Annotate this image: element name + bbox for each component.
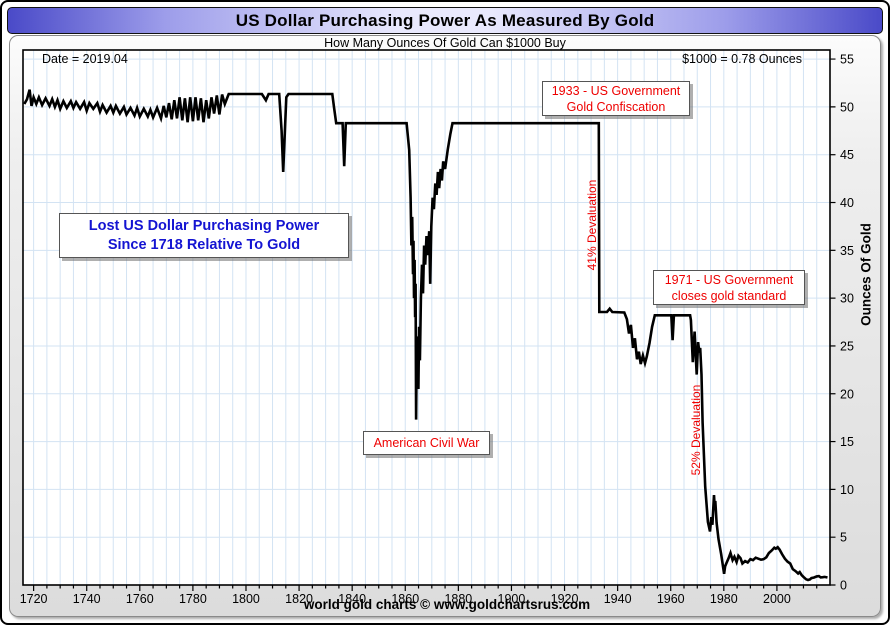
page-title: US Dollar Purchasing Power As Measured B… — [235, 10, 655, 30]
x-tick-label: 1780 — [179, 592, 207, 606]
plot-frame — [22, 49, 831, 586]
y-tick-label: 50 — [840, 100, 854, 114]
y-tick-label: 10 — [840, 483, 854, 497]
y-axis-title: Ounces Of Gold — [858, 223, 874, 326]
chart-subtitle: How Many Ounces Of Gold Can $1000 Buy — [324, 36, 566, 50]
y-tick-label: 35 — [840, 244, 854, 258]
x-tick-label: 1880 — [444, 592, 472, 606]
annotation-1971-line1: 1971 - US Government — [664, 272, 794, 287]
current-ounces-label: $1000 = 0.78 Ounces — [682, 52, 802, 66]
x-tick-label: 1740 — [73, 592, 101, 606]
x-tick-label: 1980 — [710, 592, 738, 606]
x-tick-label: 1820 — [285, 592, 313, 606]
annotation-civil-war-text: American Civil War — [373, 436, 480, 450]
annotation-lost-power: Lost US Dollar Purchasing Power Since 17… — [59, 213, 349, 258]
x-tick-label: 2000 — [763, 592, 791, 606]
x-tick-label: 1940 — [604, 592, 632, 606]
x-tick-label: 1760 — [126, 592, 154, 606]
y-tick-label: 0 — [840, 579, 847, 593]
y-tick-label: 30 — [840, 292, 854, 306]
x-tick-label: 1860 — [391, 592, 419, 606]
y-tick-label: 20 — [840, 387, 854, 401]
title-bar: US Dollar Purchasing Power As Measured B… — [7, 7, 883, 34]
x-tick-label: 1840 — [338, 592, 366, 606]
annotation-52pct-devaluation: 52% Devaluation — [689, 384, 703, 476]
plot-area — [23, 50, 830, 585]
y-tick-label: 40 — [840, 196, 854, 210]
annotation-41pct-devaluation: 41% Devaluation — [585, 179, 599, 271]
annotation-1933-line2: Gold Confiscation — [566, 99, 666, 114]
footer-credit: world gold charts © www.goldchartsrus.co… — [303, 597, 591, 612]
annotation-lost-power-line2: Since 1718 Relative To Gold — [107, 236, 301, 253]
annotation-1933-confiscation: 1933 - US Government Gold Confiscation — [542, 81, 690, 116]
y-tick-label: 55 — [840, 53, 854, 67]
x-tick-label: 1800 — [232, 592, 260, 606]
annotation-civil-war: American Civil War — [363, 431, 490, 455]
annotation-lost-power-line1: Lost US Dollar Purchasing Power — [88, 217, 320, 234]
y-tick-label: 45 — [840, 148, 854, 162]
annotation-1933-line1: 1933 - US Government — [551, 83, 681, 98]
y-tick-label: 25 — [840, 339, 854, 353]
x-tick-label: 1900 — [498, 592, 526, 606]
date-label: Date = 2019.04 — [42, 52, 128, 66]
data-line-ounces-per-1000usd — [23, 89, 828, 582]
x-tick-label: 1960 — [657, 592, 685, 606]
annotation-1971-gold-standard: 1971 - US Government closes gold standar… — [653, 270, 805, 305]
y-tick-label: 5 — [840, 531, 847, 545]
x-tick-label: 1920 — [551, 592, 579, 606]
x-tick-label: 1720 — [20, 592, 48, 606]
annotation-1971-line2: closes gold standard — [671, 288, 787, 303]
y-tick-label: 15 — [840, 435, 854, 449]
